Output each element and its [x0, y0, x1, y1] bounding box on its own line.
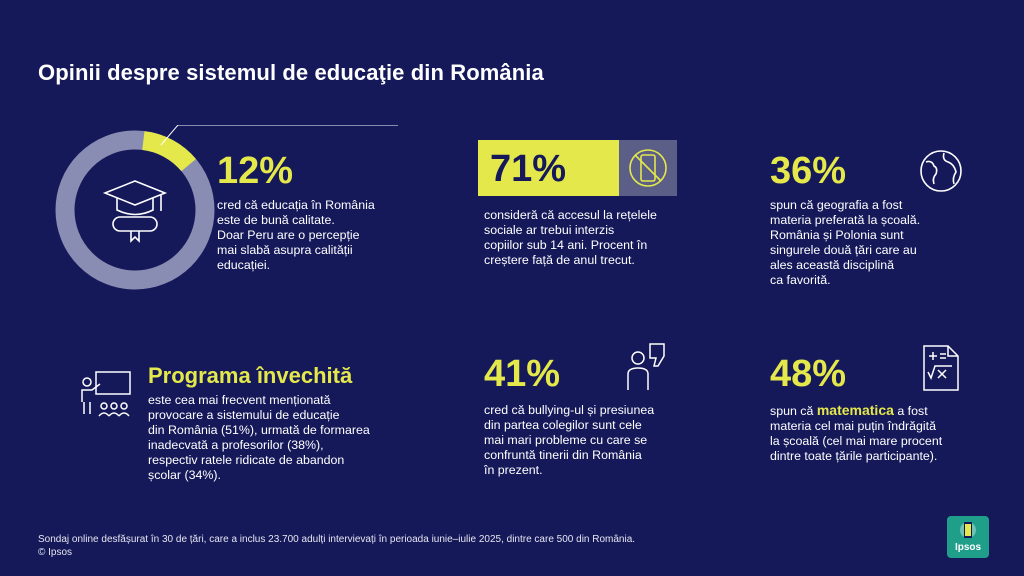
stat1-description: cred că educația în România este de bună… [217, 198, 375, 273]
stat1-line: mai slabă asupra calității [217, 243, 353, 257]
stat3-line: singurele două țări care au [770, 243, 917, 257]
stat2-line: sociale ar trebui interzis [484, 223, 615, 237]
donut-leader-line [160, 125, 179, 146]
stat4-heading: Programa învechită [148, 363, 353, 388]
footer-note: Sondaj online desfășurat în 30 de țări, … [38, 533, 635, 559]
stat6-line: spun că matematica a fost [770, 403, 942, 419]
ipsos-logo-text: Ipsos [954, 542, 982, 553]
stat2-icon-box [619, 140, 677, 196]
stat6-percent: 48% [770, 353, 847, 395]
stat1-line: educației. [217, 258, 271, 272]
footer-line-2: © Ipsos [38, 547, 73, 558]
stat4-line: școlar (34%). [148, 468, 221, 482]
stat4-line: respectiv ratele ridicate de abandon [148, 453, 345, 467]
stat1-line: Doar Peru are o percepție [217, 228, 360, 242]
donut-segment-12 [141, 131, 196, 172]
stat4-line: inadecvată a profesorilor (38%), [148, 438, 324, 452]
stat6-line: dintre toate țările participante). [770, 449, 938, 463]
ipsos-logo-mark [960, 522, 976, 538]
stat1-line: este de bună calitate. [217, 213, 335, 227]
stat5-line: cred că bullying-ul și presiunea [484, 403, 655, 417]
stat6-line-pre: spun că [770, 404, 817, 418]
stat3-line: România și Polonia sunt [770, 228, 904, 242]
donut-chart [55, 125, 398, 290]
stat2-line: consideră că accesul la rețelele [484, 208, 657, 222]
stat6-line: materia cel mai puțin îndrăgită [770, 419, 936, 433]
stat3-percent: 36% [770, 150, 847, 192]
stat4-line: provocare a sistemului de educație [148, 408, 340, 422]
stat4-line: este cea mai frecvent menționată [148, 393, 331, 407]
stat5-line: confruntă tinerii din România [484, 448, 642, 462]
stat2-percent: 71% [490, 148, 567, 190]
stat2-line: copiilor sub 14 ani. Procent în [484, 238, 648, 252]
stat6-line-post: a fost [893, 404, 928, 418]
stat3-line: materia preferată la școală. [770, 213, 921, 227]
stat3-line: ales această disciplină [770, 258, 894, 272]
stat1-line: cred că educația în România [217, 198, 375, 212]
stat5-description: cred că bullying-ul și presiunea din par… [484, 403, 654, 478]
stat3-line: ca favorită. [770, 273, 831, 287]
stat6-line: la școală (cel mai mare procent [770, 434, 943, 448]
stat4-description: este cea mai frecvent menționată provoca… [148, 393, 370, 483]
person-thumbs-down-icon [627, 343, 665, 390]
teacher-classroom-icon [81, 371, 131, 417]
stat2-highlight-box [478, 140, 619, 196]
globe-icon [920, 150, 962, 192]
stat1-percent: 12% [217, 150, 294, 192]
ipsos-logo: Ipsos [947, 516, 989, 558]
stat5-percent: 41% [484, 353, 561, 395]
stat3-line: spun că geografia a fost [770, 198, 903, 212]
graduation-cap-diploma-icon [102, 180, 168, 243]
stat3-description: spun că geografia a fost materia prefera… [770, 198, 920, 288]
stat4-line: din România (51%), urmată de formarea [148, 423, 370, 437]
footer-line-1: Sondaj online desfășurat în 30 de țări, … [38, 534, 636, 545]
donut-track [55, 130, 215, 290]
stat5-line: din partea colegilor sunt cele [484, 418, 642, 432]
stat2-line: creștere față de anul trecut. [484, 253, 635, 267]
math-document-icon [923, 345, 959, 391]
stat2-description: consideră că accesul la rețelele sociale… [484, 208, 657, 268]
stat6-description: spun că matematica a fost materia cel ma… [770, 403, 942, 464]
stat6-highlight-word: matematica [816, 402, 894, 418]
page-title: Opinii despre sistemul de educaţie din R… [38, 60, 544, 85]
stat5-line: mai mari probleme cu care se [484, 433, 648, 447]
stat5-line: în prezent. [484, 463, 543, 477]
no-smartphone-icon [629, 149, 667, 187]
